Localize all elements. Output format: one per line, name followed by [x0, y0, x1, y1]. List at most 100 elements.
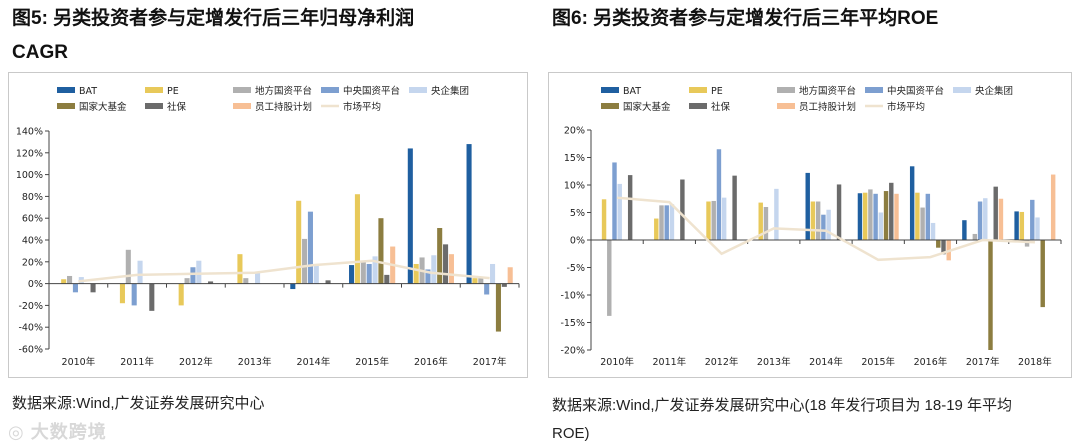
y-tick-label: 0%	[28, 279, 43, 290]
bar	[67, 275, 73, 284]
bar	[920, 207, 925, 240]
bar	[243, 278, 249, 284]
bar	[868, 189, 873, 240]
bar	[507, 267, 513, 284]
bar	[654, 218, 659, 240]
bar	[90, 283, 96, 293]
legend-label: 市场平均	[887, 101, 925, 113]
y-tick-label: 120%	[16, 148, 43, 159]
legend-swatch	[57, 87, 75, 93]
y-tick-label: 60%	[22, 214, 43, 225]
right-title: 图6: 另类投资者参与定增发行后三年平均ROE	[552, 8, 939, 29]
bar	[962, 220, 967, 240]
bar	[909, 166, 915, 240]
legend-label: BAT	[79, 86, 97, 97]
bar	[72, 283, 78, 293]
bar	[826, 209, 831, 240]
bar	[878, 212, 884, 240]
bar	[237, 254, 243, 284]
bar	[925, 193, 931, 240]
bar	[125, 249, 131, 284]
bar	[354, 194, 360, 284]
bar	[478, 278, 484, 284]
bar	[119, 283, 125, 304]
y-tick-label: -60%	[18, 345, 43, 356]
bar	[137, 260, 143, 284]
bar	[988, 240, 993, 350]
bar	[721, 197, 727, 240]
y-tick-label: -5%	[567, 263, 586, 274]
bar	[998, 198, 1004, 240]
bar	[1035, 217, 1040, 240]
bar	[61, 279, 67, 284]
bar	[178, 283, 184, 306]
market-average-line	[616, 196, 1035, 262]
legend-label: BAT	[623, 86, 641, 97]
bar	[190, 267, 196, 284]
x-tick-label: 2011年	[652, 356, 686, 368]
bar	[774, 188, 779, 240]
legend-swatch	[601, 87, 619, 93]
bar	[349, 265, 355, 284]
y-tick-label: 5%	[570, 208, 585, 219]
bar	[437, 228, 443, 284]
bar	[763, 207, 769, 240]
bar	[431, 255, 437, 284]
legend-swatch	[233, 87, 251, 93]
y-tick-label: 20%	[22, 257, 43, 268]
bar	[857, 193, 863, 240]
legend-label: 地方国资平台	[255, 85, 312, 97]
left-source: 数据来源:Wind,广发证券发展研究中心	[12, 395, 265, 412]
bar	[1030, 199, 1035, 240]
bar	[313, 265, 319, 284]
y-tick-label: 0%	[570, 236, 585, 247]
bar	[883, 191, 889, 240]
bar	[716, 149, 722, 240]
bar	[983, 198, 988, 240]
legend-label: 央企集团	[431, 85, 469, 97]
watermark-logo: ◎ 大数跨境	[8, 422, 107, 442]
bar	[977, 201, 983, 240]
x-tick-label: 2013年	[238, 356, 272, 368]
bar	[255, 271, 261, 284]
left-title-line1: 图5: 另类投资者参与定增发行后三年归母净利润	[12, 8, 415, 29]
right-chart-frame: BAT PE 地方国资平台 中央国资平台 央企集团 国家大基金 社保 员工持股计划 市场平均 -2…	[548, 72, 1072, 378]
x-tick-label: 2014年	[297, 356, 331, 368]
y-tick-label: 15%	[564, 153, 585, 164]
x-tick-label: 2010年	[600, 356, 634, 368]
bar	[501, 283, 507, 287]
bar	[664, 205, 669, 240]
x-tick-label: 2015年	[861, 356, 895, 368]
bar	[1019, 211, 1025, 240]
bar	[627, 175, 633, 240]
legend-label: PE	[167, 86, 179, 97]
bar	[296, 200, 302, 284]
bar	[472, 278, 478, 284]
bar	[607, 240, 612, 316]
legend-label: 员工持股计划	[799, 101, 856, 113]
bar	[325, 280, 331, 284]
bar	[131, 283, 137, 306]
bar	[821, 214, 826, 240]
y-tick-label: -40%	[18, 323, 43, 334]
bar	[894, 193, 899, 240]
y-tick-label: -10%	[560, 291, 585, 302]
bar	[601, 199, 607, 240]
bar	[993, 186, 998, 240]
legend-label: PE	[711, 86, 723, 97]
x-tick-label: 2017年	[473, 356, 507, 368]
market-average-line	[78, 259, 490, 283]
bar	[196, 260, 202, 284]
watermark-text: 大数跨境	[30, 422, 107, 442]
bar	[711, 200, 716, 240]
bar	[413, 263, 419, 284]
x-tick-label: 2016年	[914, 356, 948, 368]
legend-swatch	[145, 103, 163, 109]
bar	[448, 254, 454, 284]
left-title-line2: CAGR	[12, 42, 68, 63]
bar	[208, 281, 214, 284]
legend-swatch	[865, 87, 883, 93]
legend-swatch	[145, 87, 163, 93]
